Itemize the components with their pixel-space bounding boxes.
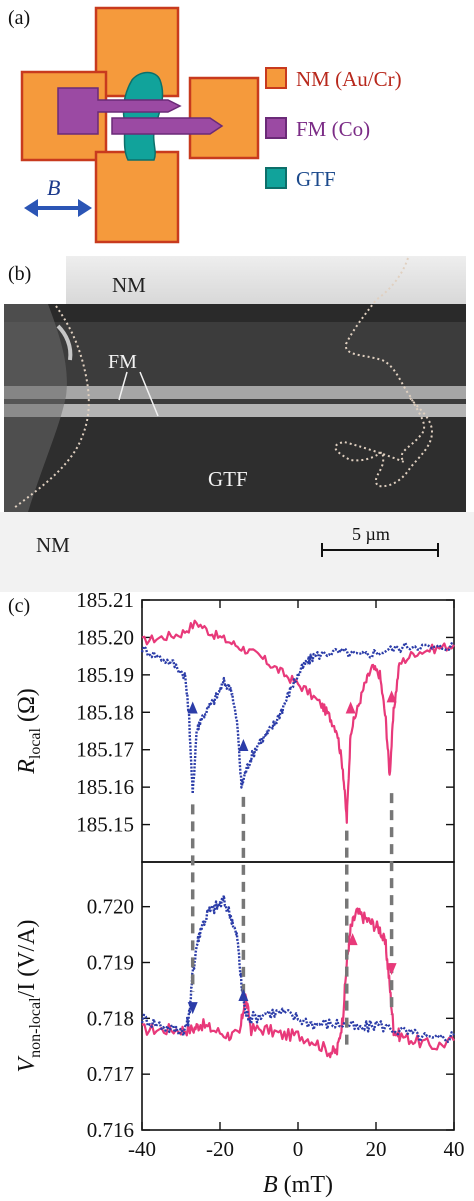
gtf-label: GTF [208, 467, 248, 491]
bottom-y-axis-title: Vnon-local/I (V/A) [14, 919, 44, 1072]
x-axis-title-main: B [263, 1172, 278, 1198]
bottom-y-tick-label: 0.718 [87, 1006, 134, 1030]
top-plot-magenta-trace [141, 619, 455, 824]
bottom-plot-series [140, 894, 455, 1059]
panel-b-micrograph: (b) NM FM GTF NM 5 µm [0, 256, 474, 592]
bottom-y-ticks: 0.716 0.717 0.718 0.719 0.720 [87, 895, 454, 1142]
panel-a-label: (a) [8, 7, 30, 29]
switching-arrow-icon [345, 701, 356, 714]
switching-arrow-icon [238, 989, 249, 1001]
bottom-y-tick-label: 0.716 [87, 1118, 134, 1142]
switching-arrow-icon [187, 701, 198, 714]
top-y-ticks: 185.15 185.16 185.17 185.18 185.19 185.20 185.… [76, 592, 454, 837]
switching-arrow-icon [238, 738, 249, 751]
x-tick-label: 20 [366, 1137, 387, 1161]
panel-c-label: (c) [8, 595, 30, 617]
bottom-y-axis-title-rest: /I (V/A) [14, 919, 40, 997]
switching-arrow-icon [347, 933, 358, 946]
nm-bottom-label: NM [36, 533, 70, 557]
x-tick-label: 0 [293, 1137, 304, 1161]
fm-electrode-left [57, 87, 182, 135]
legend: NM (Au/Cr) FM (Co) GTF [265, 67, 402, 191]
micrograph-nm-top-region [66, 256, 466, 304]
scale-bar-label: 5 µm [352, 524, 390, 544]
b-field-arrow-icon [24, 199, 92, 217]
legend-swatch-gtf [265, 167, 287, 189]
gtf-flake [122, 71, 164, 161]
top-y-tick-label: 185.16 [76, 775, 134, 799]
top-y-tick-label: 185.19 [76, 663, 134, 687]
x-tick-label: 40 [444, 1137, 465, 1161]
panel-b-label: (b) [8, 263, 31, 285]
x-axis-title: B (mT) [263, 1172, 333, 1198]
bottom-plot-frame [141, 861, 455, 1131]
top-y-tick-label: 185.20 [76, 625, 134, 649]
flake-boundary-right [334, 257, 434, 488]
top-y-axis-title-main: R [14, 759, 40, 775]
nm-pad-bottom [94, 150, 180, 244]
switching-arrow-icon [386, 963, 397, 976]
bottom-y-tick-label: 0.720 [87, 895, 134, 919]
bottom-y-axis-title-main: V [14, 1056, 40, 1073]
x-tick-label: -40 [128, 1137, 156, 1161]
legend-swatch-fm [265, 117, 287, 139]
b-field-label: B [47, 175, 60, 200]
scale-bar: 5 µm [321, 524, 439, 557]
top-y-tick-label: 185.21 [76, 592, 134, 612]
bottom-y-axis-title-sub: non-local [27, 997, 44, 1058]
x-axis-title-unit: (mT) [284, 1172, 333, 1198]
legend-label-fm: FM (Co) [296, 117, 370, 141]
top-plot-blue-trace [140, 641, 455, 795]
x-ticks: -40 -20 0 20 40 [128, 600, 465, 1161]
bottom-y-tick-label: 0.717 [87, 1062, 134, 1086]
panel-c-chart: (c) 185.15 185.16 185.17 185.18 185.19 185.20… [8, 592, 465, 1198]
fm-electrode-right [111, 117, 224, 135]
x-tick-label: -20 [206, 1137, 234, 1161]
top-plot-frame [141, 599, 455, 863]
micrograph-nm-bottom-region [0, 512, 474, 592]
top-y-axis-title: Rlocal (Ω) [14, 688, 44, 775]
micrograph-fm-stripe-2 [4, 404, 466, 417]
top-y-axis-title-unit: (Ω) [14, 688, 40, 722]
switching-markers [187, 690, 397, 1048]
top-y-tick-label: 185.18 [76, 700, 134, 724]
bottom-plot-magenta-trace [141, 907, 455, 1059]
fm-pointer-lines [118, 371, 159, 417]
top-plot-series [140, 619, 455, 824]
switching-arrow-icon [187, 1002, 198, 1015]
bottom-y-tick-label: 0.719 [87, 951, 134, 975]
legend-label-gtf: GTF [296, 167, 336, 191]
legend-swatch-nm [265, 67, 287, 89]
panel-a-schematic: (a) B NM (Au/Cr) FM (Co) GTF [8, 6, 402, 244]
micrograph-fm-stripe-1 [4, 386, 466, 399]
top-y-axis-title-sub: local [27, 727, 44, 759]
top-y-tick-label: 185.17 [76, 738, 134, 762]
nm-top-label: NM [112, 273, 146, 297]
legend-label-nm: NM (Au/Cr) [296, 67, 402, 91]
switching-arrow-icon [386, 690, 397, 703]
top-y-tick-label: 185.15 [76, 813, 134, 837]
bottom-plot-blue-trace [140, 894, 455, 1044]
fm-label: FM [108, 351, 137, 373]
